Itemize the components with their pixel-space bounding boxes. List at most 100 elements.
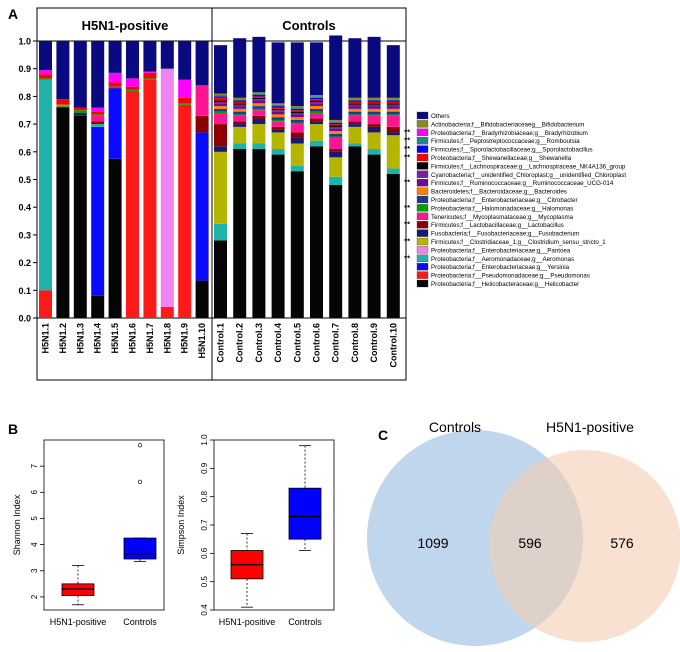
legend-swatch (416, 204, 429, 212)
bar-segment (108, 72, 122, 83)
bar-segment (160, 306, 174, 318)
bar-segment (108, 158, 122, 318)
bar-segment (329, 35, 343, 120)
legend-entry: Firmicutes;f__Sporolactobacillaceae;g__S… (431, 147, 593, 154)
significance-marker: ** (404, 127, 410, 136)
bar-segment (329, 133, 343, 137)
bar-segment (160, 41, 174, 69)
bar-segment (108, 86, 122, 89)
significance-marker: ** (404, 144, 410, 153)
bar-segment (329, 125, 343, 127)
legend-swatch (416, 221, 429, 229)
bar-segment (233, 143, 247, 150)
legend-swatch (416, 271, 429, 279)
bar-segment (91, 126, 105, 296)
bar-segment (178, 97, 192, 104)
bar-segment (386, 97, 400, 100)
y-tick-label: 0.2 (18, 258, 31, 268)
bar-segment (310, 100, 323, 102)
bar-segment (310, 140, 323, 147)
bar-segment (271, 119, 285, 122)
bar-segment (108, 88, 122, 159)
venn-count-intersection: 596 (518, 535, 542, 551)
bar-segment (310, 101, 323, 104)
venn-diagram: Controls H5N1-positive 1099 596 576 (367, 419, 680, 646)
bar-segment (271, 103, 285, 105)
bar-segment (386, 45, 400, 98)
y-tick-label: 0.3 (18, 230, 31, 240)
bar-segment (271, 114, 285, 118)
y-tick-label: 0.9 (200, 462, 209, 474)
bar-segment (329, 131, 343, 134)
bar-segment (39, 41, 52, 71)
y-tick-label: 2 (30, 594, 39, 599)
bar-segment (195, 41, 209, 86)
y-axis-label: Shannon Index (12, 494, 22, 555)
legend-entry: Proteobacteria;f__Enterobacteriaceae;g__… (431, 264, 570, 271)
y-tick-label: 0.4 (18, 203, 31, 213)
legend-entry: Firmicutes;f__Lactobacillaceae;g__Lactob… (431, 222, 564, 229)
bar-segment (214, 45, 227, 94)
legend-entry: Proteobacteria;f__Halomonadaceae;g__Halo… (431, 205, 573, 212)
bar-segment (143, 71, 157, 73)
bar-segment (329, 128, 343, 132)
venn-circle-h5n1 (489, 450, 680, 642)
x-tick-label: H5N1.3 (75, 323, 85, 354)
bar-segment (348, 114, 362, 116)
box-h5n1 (230, 533, 264, 608)
y-tick-label: 3 (30, 568, 39, 573)
bar-segment (214, 146, 227, 152)
bar-segment (271, 129, 285, 133)
bar-segment (143, 72, 157, 79)
legend-swatch (416, 254, 429, 262)
bar-segment (56, 104, 70, 107)
bar-segment (367, 101, 381, 104)
x-tick-label: H5N1.4 (93, 323, 103, 354)
venn-set-label-controls: Controls (429, 419, 481, 435)
group-label-controls: Controls (282, 18, 335, 33)
legend: OthersActinobacteria;f__Bifidobacteriace… (404, 111, 626, 288)
y-tick-label: 0.8 (200, 491, 209, 503)
venn-count-h5n1-only: 576 (610, 535, 634, 551)
panel-label-b: B (8, 421, 18, 437)
legend-swatch (416, 145, 429, 153)
x-tick-label: H5N1.7 (145, 323, 155, 354)
legend-entry: Others (431, 113, 450, 120)
bar-segment (348, 121, 362, 125)
x-tick-label: H5N1.2 (58, 323, 68, 354)
y-tick-label: 1.0 (200, 434, 209, 446)
bar-segment (233, 100, 247, 102)
x-tick-label: Control.10 (388, 323, 398, 368)
bar-segment (160, 68, 174, 307)
bar-segment (271, 107, 285, 109)
iqr-box (123, 537, 157, 560)
bar-segment (271, 117, 285, 120)
bar-segment (348, 100, 362, 102)
venn-count-controls-only: 1099 (417, 535, 448, 551)
bar-segment (252, 106, 266, 109)
bar-segment (367, 124, 381, 127)
x-tick-label: Control.6 (312, 323, 322, 363)
x-tick-label: H5N1.6 (128, 323, 138, 354)
bar-segment (290, 42, 304, 107)
bar-segment (143, 78, 157, 80)
bar-segment (386, 126, 400, 133)
bar-segment (348, 143, 362, 147)
bar-segment (195, 132, 209, 281)
bar-segment (271, 106, 285, 108)
bar-segment (348, 99, 362, 101)
bar-segment (73, 115, 87, 318)
bar-segment (252, 143, 266, 150)
outlier-point (137, 479, 143, 484)
bar-segment (367, 126, 381, 133)
bar-segment (348, 103, 362, 105)
bar-segment (73, 107, 87, 111)
bar-segment (290, 107, 304, 109)
shannon-boxplot: Shannon Index H5N1-positive Controls 2 3 4… (12, 439, 165, 627)
bar-segment (290, 119, 304, 123)
iqr-box (288, 487, 322, 540)
bar-segment (290, 117, 304, 120)
bar-segment (252, 110, 266, 116)
x-tick-label: Control.3 (254, 323, 264, 363)
bar-segment (252, 124, 266, 144)
